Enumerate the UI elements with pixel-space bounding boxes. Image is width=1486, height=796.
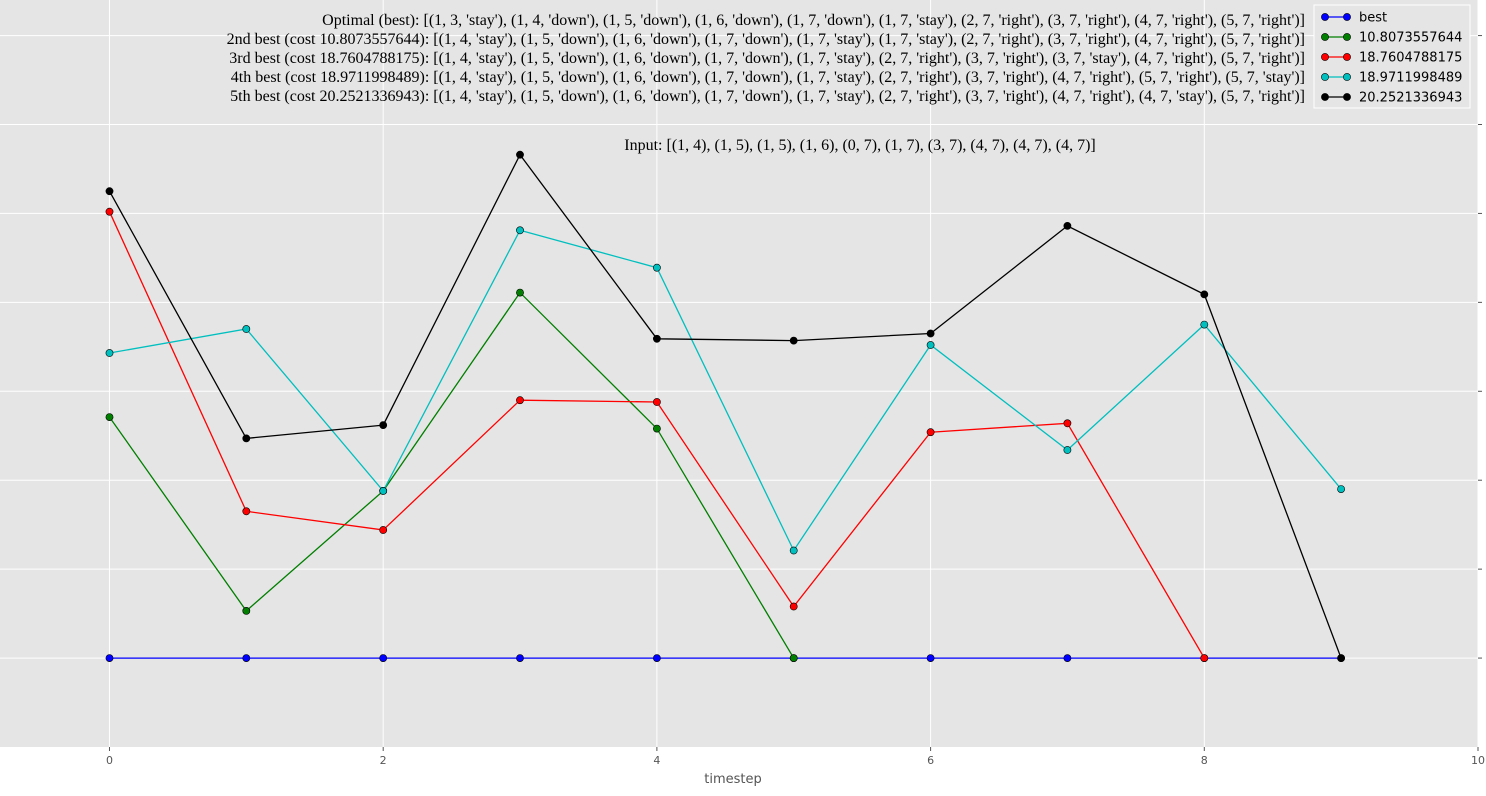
legend-marker xyxy=(1343,13,1351,21)
series-line-3 xyxy=(109,229,1342,552)
series-point-0 xyxy=(1063,654,1072,662)
x-axis-label: timestep xyxy=(704,772,762,787)
series-point-4 xyxy=(105,187,114,196)
series-point-1 xyxy=(789,654,798,662)
series-point-2 xyxy=(1200,654,1209,662)
title-block: Optimal (best): [(1, 3, 'stay'), (1, 4, … xyxy=(227,12,1305,154)
series-point-4 xyxy=(653,334,661,343)
legend-entry-label: 18.9711998489 xyxy=(1359,71,1462,86)
legend-entry-label: best xyxy=(1359,11,1387,26)
series-point-1 xyxy=(105,413,114,421)
legend-marker xyxy=(1321,33,1329,41)
legend-marker xyxy=(1343,53,1351,61)
x-tick-label: 2 xyxy=(380,754,387,767)
legend-marker xyxy=(1321,53,1329,61)
series-point-2 xyxy=(789,602,798,611)
series-point-3 xyxy=(1200,320,1209,329)
legend-marker xyxy=(1343,93,1351,101)
series-point-2 xyxy=(926,428,935,437)
series-point-3 xyxy=(926,341,935,349)
x-tick-label: 0 xyxy=(106,754,113,767)
series-point-2 xyxy=(379,526,388,534)
series-point-4 xyxy=(242,434,251,443)
legend-entry-label: 18.7604788175 xyxy=(1359,51,1462,66)
series-point-4 xyxy=(1063,221,1072,230)
x-tick-label: 10 xyxy=(1471,754,1485,767)
axis-ticks: 0 2 4 6 8 10 xyxy=(106,35,1485,767)
series-point-2 xyxy=(105,207,114,216)
series-point-3 xyxy=(242,325,251,333)
series-point-4 xyxy=(1337,654,1345,662)
series-point-1 xyxy=(242,607,251,615)
series-point-1 xyxy=(516,288,524,297)
series-point-3 xyxy=(653,263,661,272)
series-point-0 xyxy=(926,654,935,662)
series-point-3 xyxy=(1063,446,1072,454)
series-point-0 xyxy=(379,654,388,662)
series-point-2 xyxy=(516,396,524,405)
legend-marker xyxy=(1321,73,1329,81)
series-point-4 xyxy=(516,150,524,159)
series-point-3 xyxy=(516,226,524,235)
series-line-4 xyxy=(108,153,1342,659)
title-line-3rd: 3rd best (cost 18.7604788175): [(1, 4, '… xyxy=(229,50,1305,67)
series-point-4 xyxy=(379,421,388,429)
series-point-4 xyxy=(789,336,798,345)
legend-marker xyxy=(1343,33,1351,41)
series-point-3 xyxy=(789,546,798,555)
legend-entry-label: 20.2521336943 xyxy=(1359,91,1462,106)
series-point-0 xyxy=(516,654,524,662)
series-point-2 xyxy=(1063,419,1072,428)
series-point-0 xyxy=(653,654,661,662)
legend-marker xyxy=(1321,13,1329,21)
legend: best 10.8073557644 18.7604788175 18.9711998… xyxy=(1313,4,1471,109)
x-tick-label: 4 xyxy=(653,754,660,767)
legend-marker xyxy=(1343,73,1351,81)
input-line: Input: [(1, 4), (1, 5), (1, 5), (1, 6), … xyxy=(624,137,1095,154)
series-line-1 xyxy=(108,291,795,659)
series-point-3 xyxy=(1337,485,1345,493)
x-tick-label: 6 xyxy=(927,754,934,767)
series-point-0 xyxy=(242,654,251,662)
series-point-4 xyxy=(1200,290,1209,299)
series-point-2 xyxy=(653,398,661,406)
legend-entry-label: 10.8073557644 xyxy=(1359,31,1462,46)
series-point-2 xyxy=(242,507,251,516)
title-line-optimal: Optimal (best): [(1, 3, 'stay'), (1, 4, … xyxy=(322,12,1305,29)
title-line-4th: 4th best (cost 18.9711998489): [(1, 4, '… xyxy=(231,69,1305,86)
series-point-1 xyxy=(653,424,661,433)
series-point-4 xyxy=(926,329,935,338)
title-line-2nd: 2nd best (cost 10.8073557644): [(1, 4, '… xyxy=(227,31,1305,48)
legend-marker xyxy=(1321,93,1329,101)
plot-background xyxy=(0,0,1478,747)
series-point-3 xyxy=(379,486,388,495)
series-point-0 xyxy=(105,654,114,662)
title-line-5th: 5th best (cost 20.2521336943): [(1, 4, '… xyxy=(230,88,1305,105)
x-tick-label: 8 xyxy=(1201,754,1208,767)
series-point-3 xyxy=(105,349,114,357)
series-layer xyxy=(105,150,1345,662)
